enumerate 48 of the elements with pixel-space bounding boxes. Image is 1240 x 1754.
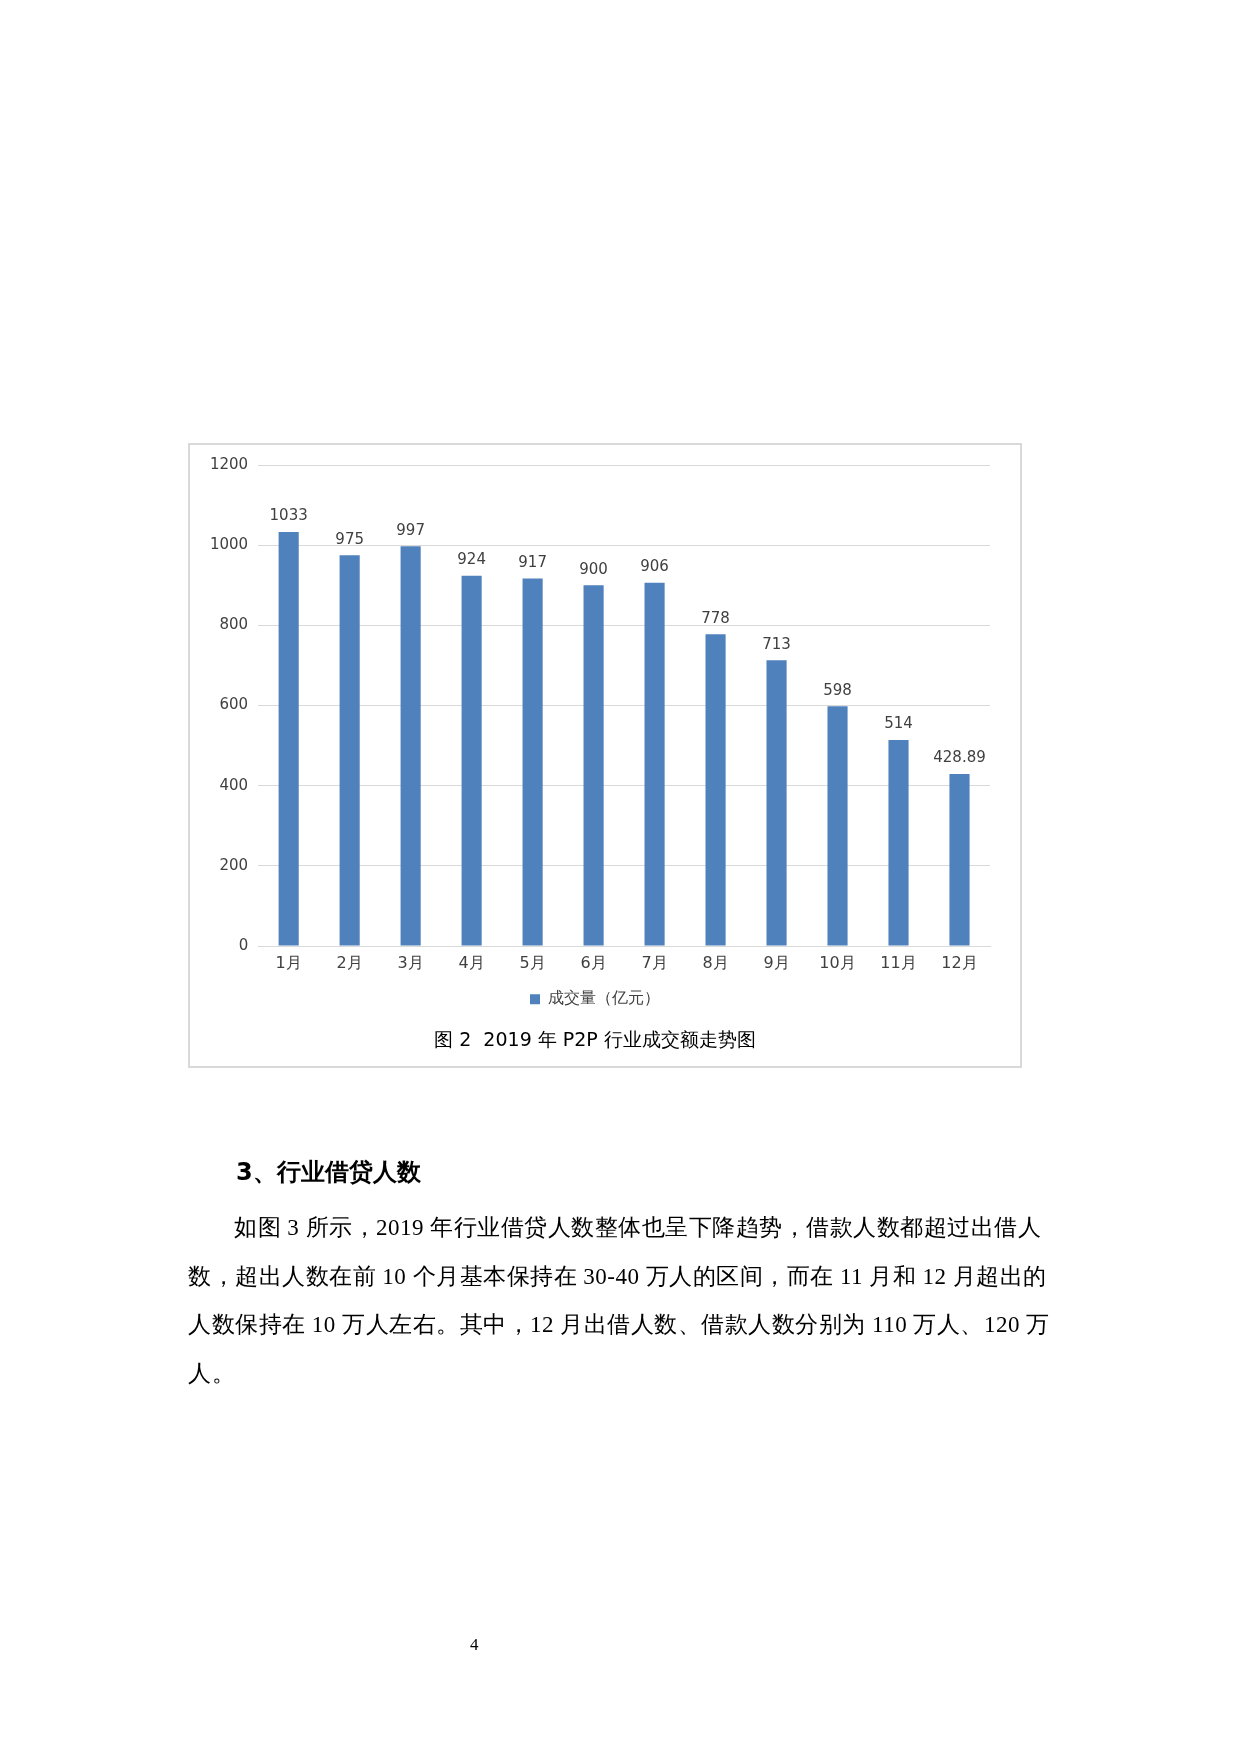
y-tick-label: 800 <box>219 615 249 634</box>
x-tick-label: 10月 <box>819 952 856 972</box>
data-label: 900 <box>579 559 608 578</box>
data-label: 713 <box>762 634 791 653</box>
bar <box>400 546 421 946</box>
text: 图 2 2019 年 P2P 行业成交额走势图 <box>434 1027 756 1050</box>
data-label: 778 <box>701 608 730 627</box>
data-label: 997 <box>396 520 425 539</box>
y-tick-label: 200 <box>219 855 249 874</box>
x-tick-label: 12月 <box>941 952 978 972</box>
x-tick-label: 7月 <box>641 952 668 972</box>
text: 如图 3 所示，2019 年行业借贷人数整体也呈下降趋势，借款人数都超过出借人数，超出人数在前 10 个月基本保持在 30-40 万人的区间，而在 11 月和 12 月超出的人数保持在 10 万人左右。其中，12 月出借人数、借款人数分别为 110 万人、120 万人。 <box>188 1214 1051 1388</box>
bar <box>766 660 787 946</box>
y-tick-label: 600 <box>219 695 249 714</box>
bar <box>644 582 665 946</box>
data-label: 924 <box>457 550 486 569</box>
x-tick-label: 2月 <box>336 952 363 972</box>
text: 4 <box>470 1635 479 1655</box>
data-label: 906 <box>640 557 669 576</box>
bar <box>339 555 360 946</box>
data-label: 1033 <box>269 506 308 525</box>
data-label: 514 <box>884 714 913 733</box>
legend-label: 成交量（亿元） <box>548 988 660 1008</box>
bar <box>827 706 848 946</box>
x-tick-label: 9月 <box>763 952 790 972</box>
x-tick-label: 11月 <box>880 952 917 972</box>
y-tick-label: 400 <box>219 775 249 794</box>
bar <box>583 585 604 946</box>
x-tick-label: 8月 <box>702 952 729 972</box>
text: 3、行业借贷人数 <box>236 1157 421 1188</box>
bar <box>278 531 299 946</box>
bar <box>888 739 909 946</box>
data-label: 975 <box>335 529 364 548</box>
y-tick-label: 0 <box>238 935 249 954</box>
data-label: 598 <box>823 680 852 699</box>
x-tick-label: 1月 <box>275 952 302 972</box>
y-tick-label: 1200 <box>209 454 249 473</box>
x-tick-label: 5月 <box>519 952 546 972</box>
bar <box>461 575 482 946</box>
bar <box>949 774 970 946</box>
bar <box>522 578 543 946</box>
x-tick-label: 6月 <box>580 952 607 972</box>
bar <box>705 634 726 946</box>
y-tick-label: 1000 <box>209 535 249 554</box>
x-tick-label: 4月 <box>458 952 485 972</box>
data-label: 917 <box>518 552 547 571</box>
data-label: 428.89 <box>933 748 986 767</box>
x-tick-label: 3月 <box>397 952 424 972</box>
